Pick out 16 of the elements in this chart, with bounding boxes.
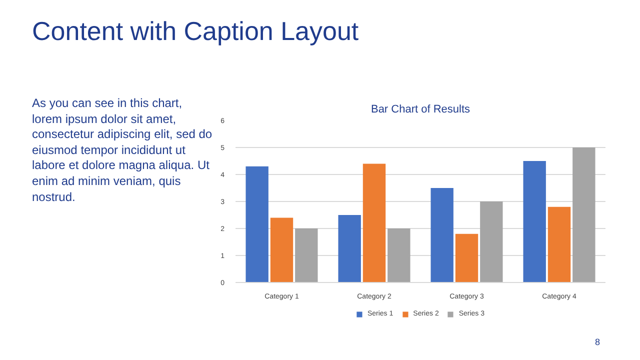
bar [388,228,410,282]
bar [548,206,571,282]
bar [338,215,361,282]
bar [572,148,596,282]
bar [362,164,386,282]
bar [295,228,318,282]
bar [246,166,268,282]
chart-title: Bar Chart of Results [370,104,471,116]
bar [455,234,478,282]
bar [480,202,503,282]
text: Content with Caption Layout [31,15,360,48]
text: As you can see in this chart, lorem ipsum dolor sit amet, consectetur adipiscing elit, sed do eiusmod tempor incididunt ut labore et dolore magna aliqua. Ut enim ad minim veniam, quis nostrud. [31,95,214,206]
bar [270,218,294,282]
bar [430,188,454,282]
bar [523,161,546,282]
text: 8 [594,336,600,349]
